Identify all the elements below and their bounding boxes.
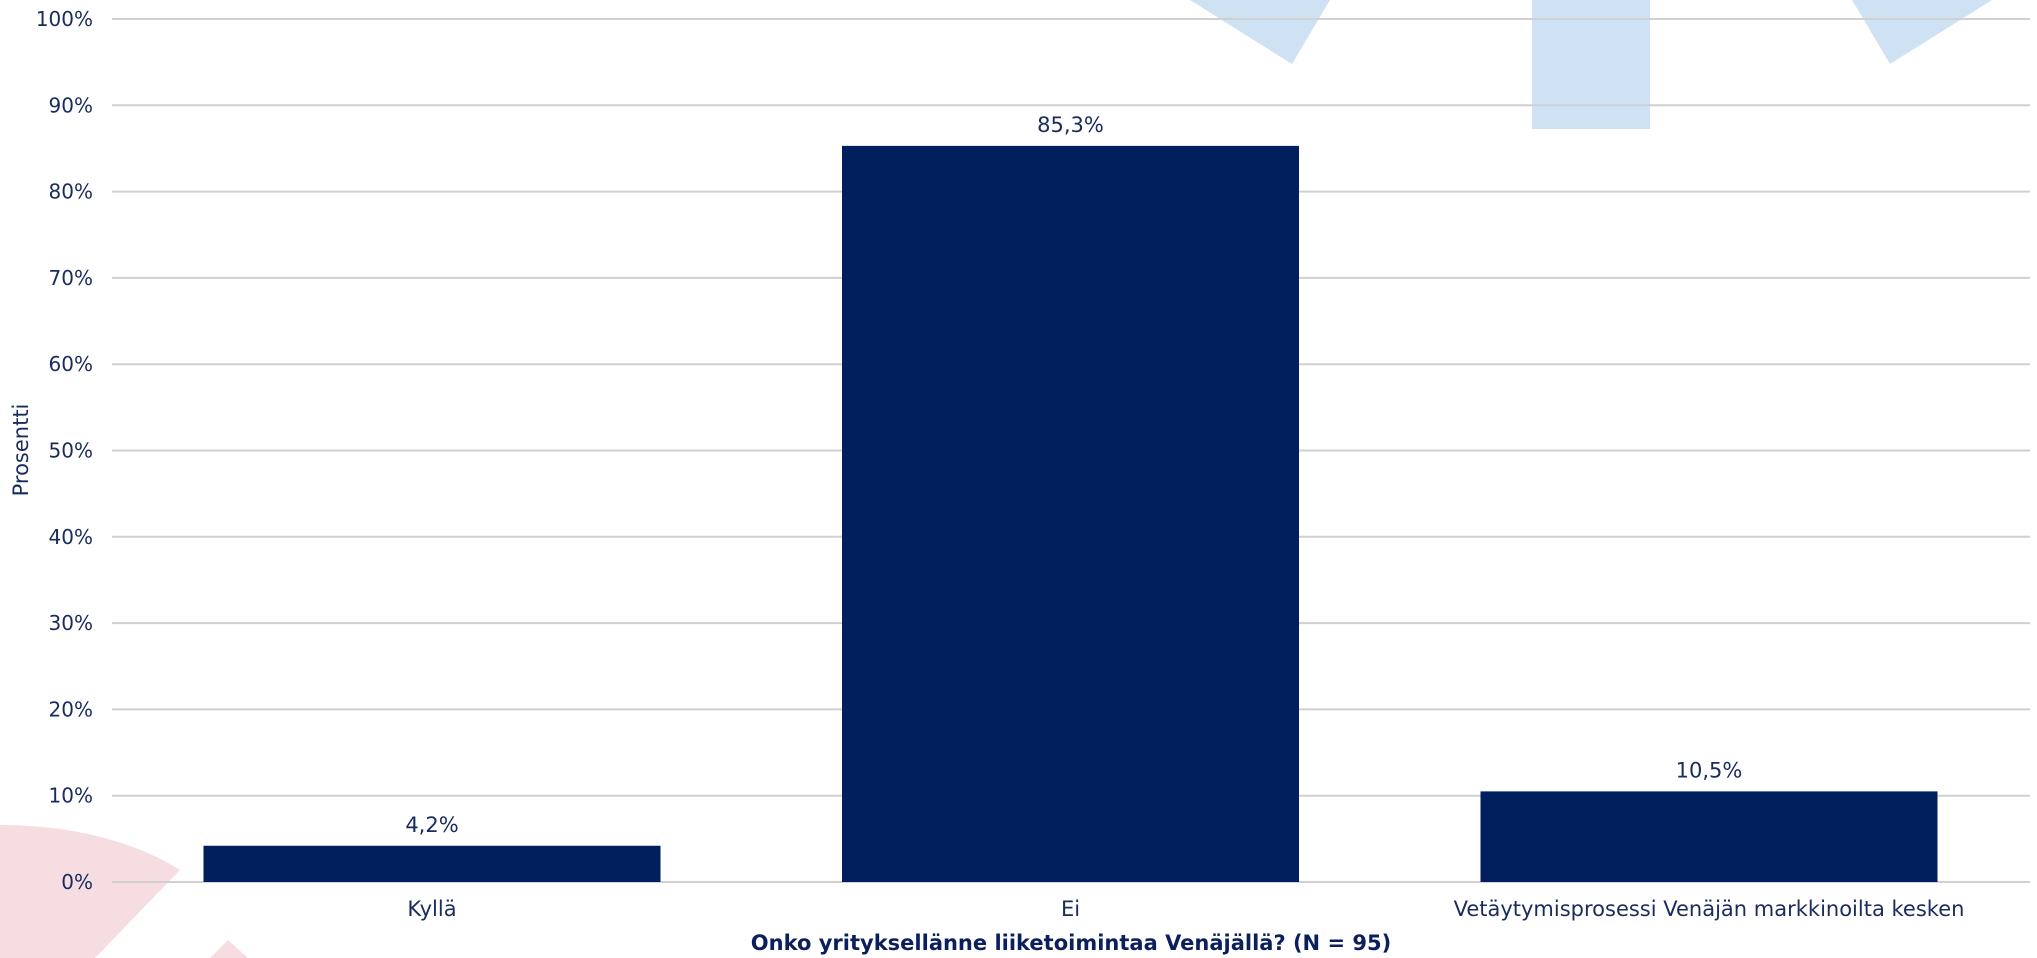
x-axis-categories: Kyllä Ei Vetäytymisprosessi Venäjän markki…	[407, 897, 1964, 921]
y-tick-label: 50%	[49, 439, 93, 463]
bar-2	[842, 145, 1299, 883]
data-label-3: 10,5%	[1676, 758, 1743, 782]
category-label-3: Vetäytymisprosessi Venäjän markkinoilta …	[1454, 897, 1965, 921]
data-labels: 4,2% 85,3% 10,5%	[405, 113, 1742, 837]
y-tick-label: 90%	[49, 93, 93, 117]
data-label-1: 4,2%	[405, 813, 458, 837]
y-tick-label: 0%	[61, 870, 93, 894]
bar-1	[203, 845, 661, 882]
y-axis-title: Prosentti	[9, 404, 33, 497]
y-tick-label: 70%	[49, 266, 93, 290]
background-decoration	[0, 0, 1992, 958]
y-tick-label: 10%	[49, 784, 93, 808]
category-label-2: Ei	[1061, 897, 1080, 921]
decor-blue-shape-right	[1852, 0, 1992, 64]
bars	[203, 145, 1938, 883]
y-tick-label: 100%	[36, 7, 93, 31]
decor-pink-shape-bottom	[210, 940, 248, 958]
y-tick-label: 40%	[49, 525, 93, 549]
decor-blue-shape-left	[1190, 0, 1330, 64]
data-label-2: 85,3%	[1037, 113, 1104, 137]
decor-pink-shape-corner	[0, 825, 180, 958]
y-tick-label: 20%	[49, 697, 93, 721]
decor-blue-shape-center	[1532, 0, 1650, 129]
bar-3	[1480, 791, 1938, 882]
x-axis-title: Onko yrityksellänne liiketoimintaa Venäj…	[751, 931, 1391, 955]
y-tick-label: 60%	[49, 352, 93, 376]
y-tick-label: 30%	[49, 611, 93, 635]
y-axis-ticks: 0% 10% 20% 30% 40% 50% 60% 70% 80% 90% 100%	[36, 7, 93, 894]
category-label-1: Kyllä	[407, 897, 456, 921]
y-tick-label: 80%	[49, 180, 93, 204]
